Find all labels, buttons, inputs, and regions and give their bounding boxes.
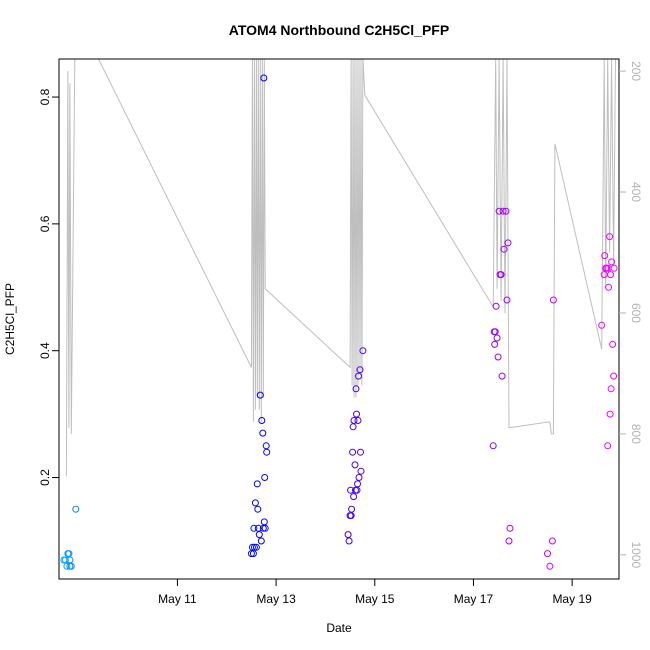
x-axis: May 11 May 13 May 15 May 17 May 19 [158,579,592,606]
data-point [604,442,612,450]
data-point [63,562,71,570]
data-point [354,417,362,424]
data-point [494,353,502,361]
data-point [506,524,514,532]
data-point [500,245,508,253]
data-point [493,334,501,342]
y2-tick-label: 1000 [629,541,643,568]
data-point [598,321,606,329]
data-point [351,461,359,469]
data-point [263,448,271,456]
data-point [251,499,259,507]
data-point [72,505,80,513]
data-point [546,562,554,570]
data-point [548,537,556,545]
data-point [497,271,505,279]
data-point [256,391,264,399]
data-point [359,347,367,355]
data-point [250,543,258,551]
data-point [255,531,263,539]
data-point [607,385,615,393]
data-point [607,271,615,279]
y2-tick-label: 600 [629,303,643,323]
points-layer [60,74,618,570]
data-point [66,556,74,564]
chart-title: ATOM4 Northbound C2H5Cl_PFP [229,22,449,38]
data-point [610,372,618,380]
plot-frame [58,58,620,580]
data-point [253,480,261,488]
altitude-line [65,58,616,477]
y2-tick-label: 800 [629,424,643,444]
data-point [609,340,617,348]
data-point [65,550,73,558]
data-point [356,366,364,374]
altitude-line-layer [65,58,616,477]
data-point [66,562,74,570]
y2-axis: 200 400 600 800 1000 [619,61,643,568]
data-point [252,543,260,551]
data-point [503,296,511,304]
y2-tick-label: 400 [629,182,643,202]
data-point [354,480,361,488]
data-point [357,448,364,456]
data-point [505,537,513,545]
data-point [605,283,613,291]
x-tick-label: May 19 [552,592,592,606]
data-point [257,537,265,545]
y-tick-label: 0.4 [38,342,52,359]
data-point [355,372,362,380]
data-point [491,328,499,336]
data-point [254,505,262,513]
data-point [350,417,358,424]
data-point [495,207,503,215]
data-point [498,372,506,380]
data-point [491,340,499,348]
data-point [261,524,269,532]
data-point [250,524,258,532]
data-point [352,385,360,393]
data-point [544,550,551,558]
data-point [606,233,614,241]
x-tick-label: May 15 [355,592,395,606]
x-tick-label: May 17 [454,592,494,606]
data-point [492,302,500,310]
data-point [489,442,497,450]
data-point [610,264,618,272]
y2-tick-label: 200 [629,61,643,81]
y-tick-label: 0.2 [38,469,52,486]
x-tick-label: May 11 [158,592,197,606]
data-point [262,442,270,450]
data-point [61,556,69,564]
data-point [608,258,616,266]
data-point [549,296,557,304]
data-point [353,410,360,418]
data-point [260,518,268,526]
data-point [344,531,352,539]
x-tick-label: May 13 [256,592,296,606]
data-point [345,537,353,545]
data-point [499,207,507,215]
data-point [348,505,356,513]
y-axis: 0.2 0.4 0.6 0.8 [38,88,59,486]
data-point [261,474,269,481]
data-point [606,410,614,418]
data-point [357,467,365,475]
data-point [259,429,267,437]
data-point [502,207,510,215]
data-point [504,239,512,247]
data-point [350,493,358,501]
y-tick-label: 0.8 [38,88,52,105]
y-axis-label: C2H5Cl_PFP [3,283,17,355]
data-point [349,448,357,456]
x-axis-label: Date [326,621,352,635]
data-point [259,524,267,532]
data-point [601,252,609,260]
data-point [258,417,266,424]
data-point [355,474,363,481]
y-tick-label: 0.6 [38,215,52,232]
data-point [260,74,268,82]
data-point [349,423,357,431]
